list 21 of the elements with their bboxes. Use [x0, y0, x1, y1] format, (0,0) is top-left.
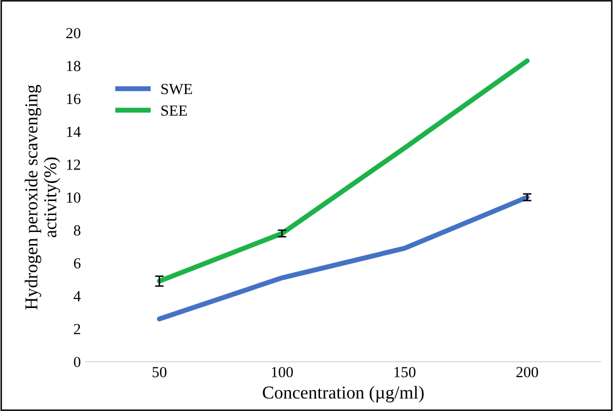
legend-label: SWE	[161, 84, 192, 94]
y-tick-label: 4	[74, 291, 81, 302]
y-tick-label: 10	[67, 192, 80, 203]
y-tick-label: 12	[67, 160, 80, 170]
x-tick-label: 100	[272, 366, 293, 378]
y-tick-label: 16	[67, 94, 81, 104]
x-tick-label: 200	[516, 366, 538, 378]
y-tick-label: 20	[66, 28, 80, 38]
x-tick-label: 150	[394, 366, 416, 378]
y-tick-label: 14	[67, 126, 81, 137]
y-tick-label: 8	[74, 225, 80, 236]
line-series	[156, 58, 530, 284]
y-tick-label: 6	[74, 258, 81, 268]
y-tick-label: 0	[74, 356, 80, 368]
y-tick-label: 18	[67, 60, 80, 72]
line-series	[156, 194, 530, 322]
legend-label: SEE	[161, 105, 187, 116]
x-tick-label: 50	[152, 366, 166, 378]
y-tick-label: 2	[74, 324, 80, 334]
y-axis-title: Hydrogen peroxide scavenging activity(%)	[24, 84, 60, 310]
x-axis-title: Concentration (µg/ml)	[262, 386, 424, 402]
